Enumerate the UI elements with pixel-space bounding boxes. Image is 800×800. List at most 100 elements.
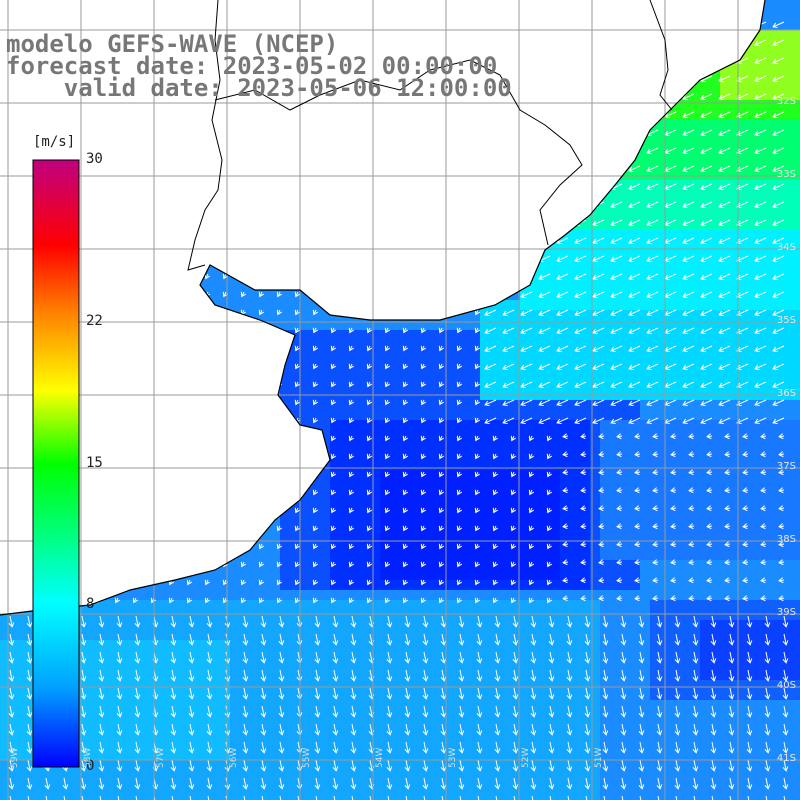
- wind-arrow: [700, 237, 713, 245]
- wind-arrow: [276, 183, 283, 190]
- wind-arrow: [258, 417, 265, 424]
- wind-arrow: [168, 399, 175, 406]
- wind-arrow: [240, 291, 247, 298]
- wind-arrow: [528, 543, 535, 550]
- wind-arrow: [646, 165, 659, 173]
- wind-arrow: [512, 687, 519, 700]
- wind-arrow: [98, 777, 105, 790]
- wind-arrow: [78, 309, 85, 316]
- wind-arrow: [548, 651, 555, 664]
- wind-arrow: [718, 255, 731, 263]
- wind-arrow: [754, 345, 767, 353]
- wind-arrow: [592, 39, 605, 47]
- wind-arrow: [638, 615, 645, 628]
- wind-arrow: [456, 219, 463, 226]
- wind-arrow: [476, 741, 483, 754]
- wind-arrow: [386, 705, 393, 718]
- wind-arrow: [186, 147, 193, 154]
- wind-arrow: [760, 433, 767, 440]
- wind-arrow: [206, 669, 213, 682]
- wind-arrow: [574, 129, 587, 137]
- wind-arrow: [98, 795, 105, 800]
- wind-arrow: [484, 39, 497, 47]
- wind-arrow: [402, 291, 409, 298]
- wind-arrow: [132, 381, 139, 388]
- wind-arrow: [646, 399, 659, 407]
- wind-arrow: [348, 111, 355, 118]
- wind-arrow: [530, 705, 537, 718]
- wind-arrow: [420, 165, 427, 172]
- wind-arrow: [574, 417, 587, 425]
- wind-arrow: [530, 615, 537, 628]
- wind-arrow: [616, 487, 623, 494]
- wind-arrow: [78, 489, 85, 496]
- wind-arrow: [652, 433, 659, 440]
- wind-arrow: [332, 687, 339, 700]
- wind-arrow: [628, 345, 641, 353]
- wind-arrow: [646, 39, 659, 47]
- wind-arrow: [566, 615, 573, 628]
- wind-arrow: [562, 577, 569, 584]
- wind-arrow: [132, 309, 139, 316]
- wind-arrow: [8, 723, 15, 736]
- wind-arrow: [764, 759, 771, 772]
- wind-arrow: [754, 57, 767, 65]
- wind-arrow: [692, 615, 699, 628]
- wind-arrow: [132, 363, 139, 370]
- wind-arrow: [278, 669, 285, 682]
- wind-arrow: [240, 543, 247, 550]
- wind-arrow: [242, 705, 249, 718]
- wind-arrow: [700, 399, 713, 407]
- wind-arrow: [700, 327, 713, 335]
- wind-arrow: [258, 345, 265, 352]
- wind-arrow: [404, 669, 411, 682]
- wind-arrow: [260, 795, 267, 800]
- wind-arrow: [98, 705, 105, 718]
- wind-arrow: [330, 111, 337, 118]
- longitude-label: 56W: [229, 748, 239, 768]
- wind-arrow: [742, 451, 749, 458]
- wind-arrow: [556, 399, 569, 407]
- wind-arrow: [78, 579, 85, 586]
- wind-arrow: [42, 21, 49, 28]
- wind-arrow: [474, 291, 481, 298]
- wind-arrow: [628, 273, 641, 281]
- wind-arrow: [294, 129, 301, 136]
- wind-arrow: [628, 417, 641, 425]
- wind-arrow: [188, 669, 195, 682]
- wind-arrow: [98, 759, 105, 772]
- wind-arrow: [258, 201, 265, 208]
- wind-arrow: [402, 399, 409, 406]
- wind-arrow: [332, 669, 339, 682]
- wind-arrow: [24, 525, 31, 532]
- wind-arrow: [114, 417, 121, 424]
- wind-arrow: [674, 651, 681, 664]
- wind-arrow: [132, 399, 139, 406]
- wind-arrow: [610, 291, 623, 299]
- wind-arrow: [538, 273, 551, 281]
- wind-arrow: [278, 651, 285, 664]
- wind-arrow: [724, 433, 731, 440]
- wind-arrow: [204, 561, 211, 568]
- wind-arrow: [476, 651, 483, 664]
- wind-arrow: [548, 669, 555, 682]
- wind-arrow: [276, 417, 283, 424]
- wind-arrow: [520, 237, 533, 245]
- wind-arrow: [456, 363, 463, 370]
- wind-arrow: [26, 651, 33, 664]
- wind-arrow: [656, 651, 663, 664]
- wind-arrow: [566, 795, 573, 800]
- wind-arrow: [688, 541, 695, 548]
- wind-arrow: [474, 399, 481, 406]
- wind-arrow: [484, 183, 497, 191]
- wind-arrow: [556, 219, 569, 227]
- wind-arrow: [574, 255, 587, 263]
- wind-arrow: [314, 777, 321, 790]
- wind-arrow: [78, 273, 85, 280]
- wind-arrow: [314, 759, 321, 772]
- wind-arrow: [718, 111, 731, 119]
- wind-arrow: [538, 291, 551, 299]
- wind-arrow: [96, 561, 103, 568]
- wind-arrow: [114, 597, 121, 604]
- wind-arrow: [402, 21, 409, 28]
